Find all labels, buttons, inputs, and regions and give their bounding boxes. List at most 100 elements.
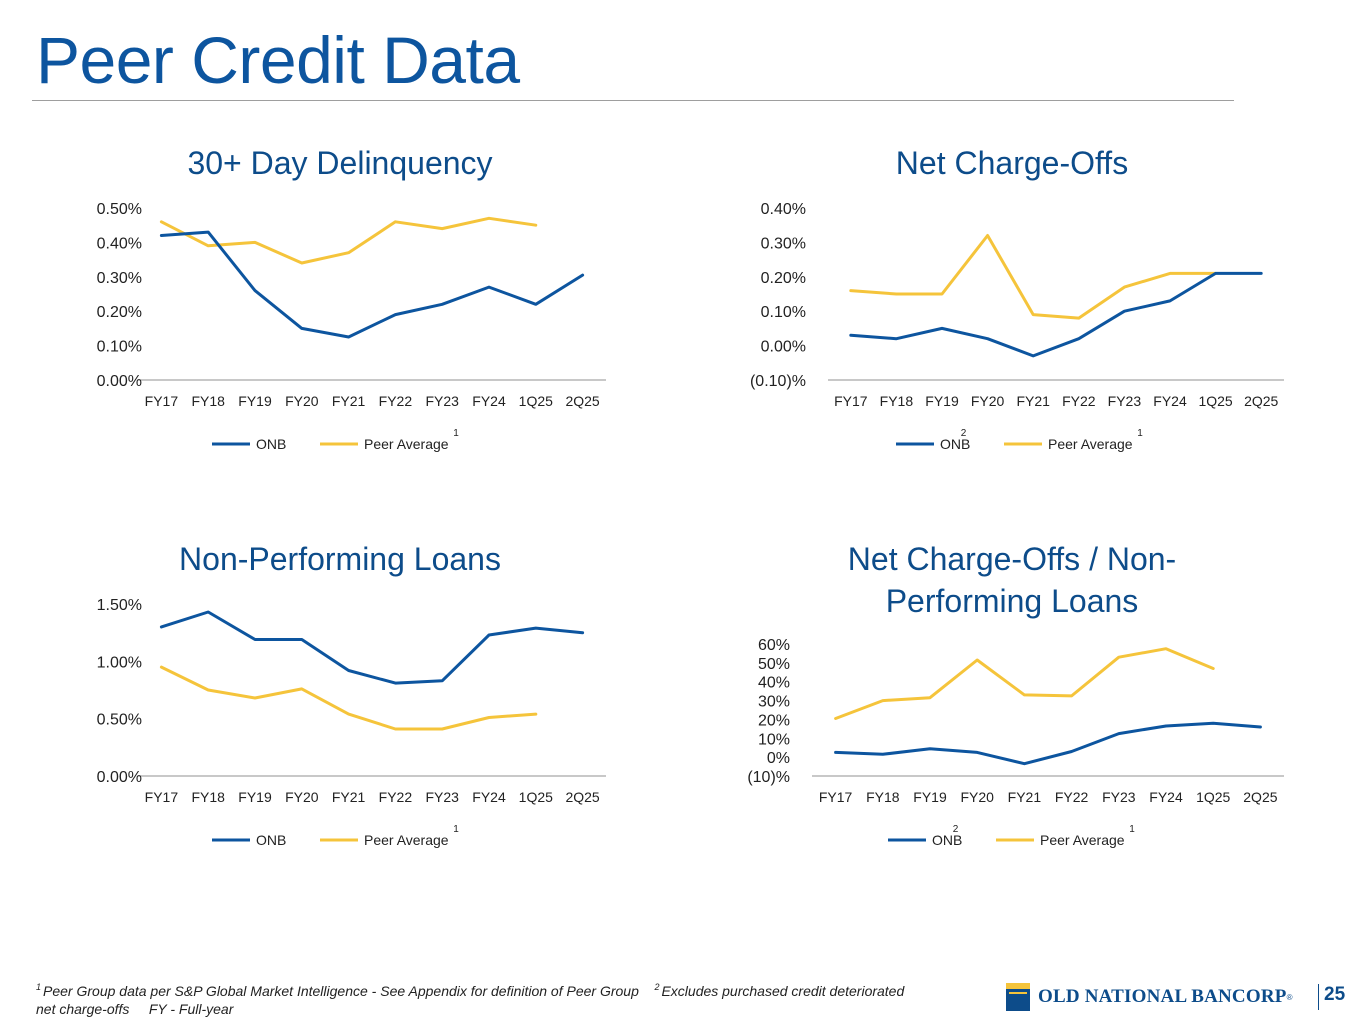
y-tick-label: 0.10%: [761, 304, 806, 321]
chart-svg: (10)% 0% 10% 20%30% 40% 50% 60% FY17 FY18 FY19 FY2…: [747, 637, 1284, 848]
x-tick-label: FY17: [145, 789, 179, 805]
x-tick-label: FY22: [379, 393, 413, 409]
y-tick-label: 0.50%: [97, 712, 142, 729]
y-tick-label: 60%: [758, 637, 790, 654]
x-tick-label: FY23: [1108, 393, 1142, 409]
x-tick-label: FY23: [425, 789, 459, 805]
series-line-peer-average: [159, 665, 538, 731]
y-tick-label: 30%: [758, 694, 790, 711]
logo-text: OLD NATIONAL BANCORP: [1038, 986, 1287, 1007]
series-line-peer-average: [159, 216, 538, 265]
y-tick-label: 20%: [758, 712, 790, 729]
x-tick-label: FY17: [145, 393, 179, 409]
x-tick-label: FY21: [1016, 393, 1050, 409]
x-tick-label: FY22: [1055, 789, 1089, 805]
x-tick-label: FY17: [819, 789, 853, 805]
legend-superscript: 1: [453, 824, 459, 835]
chart-title: Non-Performing Loans: [20, 538, 660, 580]
x-tick-label: FY21: [332, 393, 366, 409]
x-tick-label: 1Q25: [519, 393, 553, 409]
chart-title: 30+ Day Delinquency: [20, 142, 660, 184]
chart-svg: 0.00% 0.10% 0.20% 0.30% 0.40% 0.50% FY17 FY18 FY…: [97, 201, 606, 452]
legend-label: Peer Average: [1040, 832, 1125, 848]
x-tick-label: FY20: [285, 393, 319, 409]
y-tick-label: 0.00%: [97, 769, 142, 786]
chart-net-charge-offs: Net Charge-Offs (0.10)% 0.00% 0.10% 0.20% 0.…: [692, 140, 1332, 510]
y-tick-label: 0.00%: [97, 373, 142, 390]
x-tick-label: FY19: [925, 393, 959, 409]
y-tick-label: 1.50%: [97, 597, 142, 614]
x-tick-label: 1Q25: [519, 789, 553, 805]
x-tick-label: FY20: [960, 789, 994, 805]
chart-title-line: Net Charge-Offs / Non-: [847, 541, 1177, 577]
footnote-text: Excludes purchased credit deteriorated n…: [36, 983, 905, 1017]
x-tick-label: FY19: [238, 393, 272, 409]
x-tick-label: FY19: [913, 789, 947, 805]
x-tick-label: 2Q25: [1243, 789, 1277, 805]
series-line-onb: [849, 271, 1263, 358]
page-number: 25: [1324, 984, 1346, 1005]
chart-svg: (0.10)% 0.00% 0.10% 0.20% 0.30% 0.40% FY17 FY18…: [750, 201, 1284, 452]
x-tick-label: FY18: [191, 789, 225, 805]
y-tick-label: 0.20%: [97, 304, 142, 321]
footnote-marker: 2: [654, 982, 660, 992]
chart-title-line: Net Charge-Offs: [895, 145, 1129, 181]
x-tick-label: FY24: [1149, 789, 1183, 805]
y-tick-label: 0.20%: [761, 270, 806, 287]
legend-superscript: 1: [1129, 824, 1135, 835]
x-tick-label: 1Q25: [1198, 393, 1232, 409]
chart-svg: 0.00% 0.50% 1.00% 1.50% FY17 FY18 FY19 FY20 FY21…: [97, 597, 606, 848]
x-tick-label: FY23: [1102, 789, 1136, 805]
legend-superscript: 2: [961, 428, 967, 439]
page-title: Peer Credit Data: [36, 23, 520, 97]
x-tick-label: 2Q25: [565, 789, 599, 805]
y-tick-label: 1.00%: [97, 654, 142, 671]
chart-delinquency: 30+ Day Delinquency 0.00% 0.10% 0.20% 0.30%…: [20, 140, 660, 510]
footnote-text: FY - Full-year: [148, 1001, 234, 1017]
y-tick-label: 0.30%: [97, 270, 142, 287]
y-tick-label: 10%: [758, 731, 790, 748]
x-tick-label: FY18: [866, 789, 900, 805]
y-tick-label: 40%: [758, 675, 790, 692]
legend-label: Peer Average: [364, 436, 449, 452]
x-tick-label: 2Q25: [565, 393, 599, 409]
series-line-peer-average: [834, 647, 1215, 720]
y-tick-label: 0.40%: [97, 235, 142, 252]
x-tick-label: 1Q25: [1196, 789, 1230, 805]
legend-superscript: 2: [953, 824, 959, 835]
x-tick-label: FY18: [191, 393, 225, 409]
x-tick-label: FY24: [472, 789, 506, 805]
x-tick-label: FY19: [238, 789, 272, 805]
y-tick-label: 0.00%: [761, 339, 806, 356]
chart-title-line: 30+ Day Delinquency: [187, 145, 493, 181]
title-divider: [32, 100, 1234, 101]
legend-label: Peer Average: [1048, 436, 1133, 452]
chart-non-performing-loans: Non-Performing Loans 0.00% 0.50% 1.00% 1.50…: [20, 536, 660, 906]
legend-label: ONB: [256, 436, 286, 452]
legend-label: ONB: [932, 832, 962, 848]
legend-label: Peer Average: [364, 832, 449, 848]
legend-superscript: 1: [1137, 428, 1143, 439]
chart-nco-to-npl: Net Charge-Offs / Non- Performing Loans …: [692, 536, 1332, 906]
legend-superscript: 1: [453, 428, 459, 439]
series-line-onb: [159, 230, 585, 339]
x-tick-label: FY17: [834, 393, 868, 409]
x-tick-label: FY24: [472, 393, 506, 409]
company-logo: OLD NATIONAL BANCORP ®: [1006, 982, 1292, 1012]
page-number-separator: [1318, 984, 1319, 1010]
x-tick-label: FY22: [1062, 393, 1096, 409]
footnote: 1 Peer Group data per S&P Global Market I…: [36, 978, 916, 1018]
chart-title: Net Charge-Offs / Non- Performing Loans: [692, 538, 1332, 622]
series-line-onb: [159, 610, 585, 685]
x-tick-label: FY22: [379, 789, 413, 805]
y-tick-label: 0.40%: [761, 201, 806, 218]
footnote-marker: 1: [36, 982, 42, 992]
x-tick-label: FY23: [425, 393, 459, 409]
chart-title: Net Charge-Offs: [692, 142, 1332, 184]
y-tick-label: 0.30%: [761, 235, 806, 252]
legend-label: ONB: [940, 436, 970, 452]
y-tick-label: (0.10)%: [750, 373, 806, 390]
footnote-text: Peer Group data per S&P Global Market In…: [43, 983, 639, 999]
y-tick-label: 0%: [767, 750, 790, 767]
y-tick-label: 0.10%: [97, 339, 142, 356]
